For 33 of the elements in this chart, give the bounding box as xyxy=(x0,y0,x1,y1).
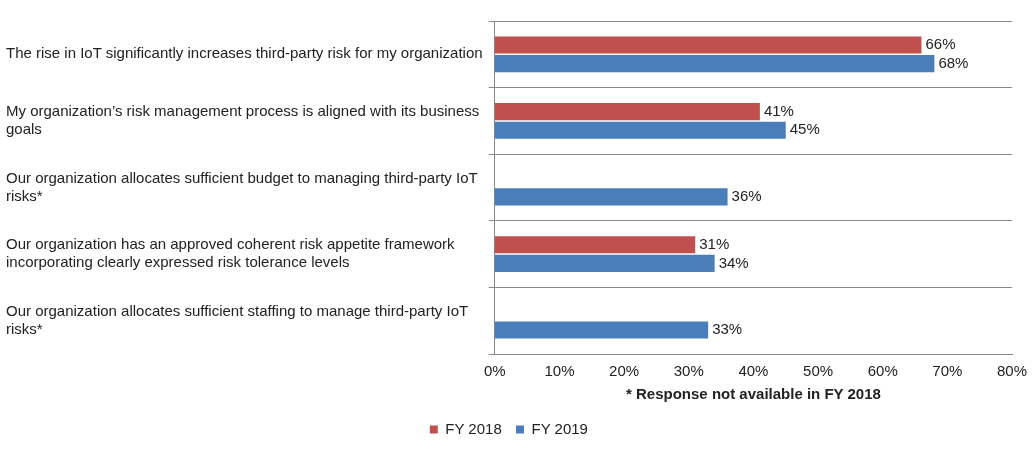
bar xyxy=(494,254,715,272)
y-tick-label: Our organization allocates sufficient staffing to manage third-party IoT risks* xyxy=(6,301,469,337)
x-tick-label: 40% xyxy=(738,362,769,380)
data-label: 34% xyxy=(718,253,749,271)
legend-label: FY 2019 xyxy=(531,419,588,437)
data-label: 36% xyxy=(731,186,762,204)
data-label: 33% xyxy=(712,320,743,338)
x-tick-label: 0% xyxy=(484,362,506,380)
y-tick-label: Our organization allocates sufficient budget to managing third-party IoT risks* xyxy=(6,168,478,204)
x-tick-label: 80% xyxy=(996,362,1028,380)
data-label: 41% xyxy=(763,101,794,119)
legend-label: FY 2018 xyxy=(445,419,502,437)
bar xyxy=(494,36,922,54)
x-tick-label: 10% xyxy=(544,362,575,380)
bar xyxy=(494,55,935,73)
x-tick-label: 60% xyxy=(867,362,898,380)
data-label: 31% xyxy=(699,234,730,252)
bar xyxy=(494,188,728,206)
x-tick-label: 20% xyxy=(609,362,640,380)
bar xyxy=(494,321,709,339)
bar xyxy=(494,121,786,139)
y-tick-label: My organization’s risk management process is aligned with its business goals xyxy=(6,102,480,138)
x-tick-label: 50% xyxy=(803,362,834,380)
data-label: 45% xyxy=(789,120,820,138)
text: * Response not available in FY 2018 xyxy=(626,385,881,403)
x-tick-label: 30% xyxy=(673,362,704,380)
y-tick-label: Our organization has an approved coherent risk appetite framework incorporating clearly expressed risk tolerance levels xyxy=(6,235,456,271)
data-label: 66% xyxy=(925,35,956,53)
bar xyxy=(494,103,760,121)
bar xyxy=(494,236,696,254)
y-tick-label: The rise in IoT significantly increases third-party risk for my organization xyxy=(6,44,483,62)
x-tick-label: 70% xyxy=(932,362,963,380)
data-label: 68% xyxy=(938,53,969,71)
